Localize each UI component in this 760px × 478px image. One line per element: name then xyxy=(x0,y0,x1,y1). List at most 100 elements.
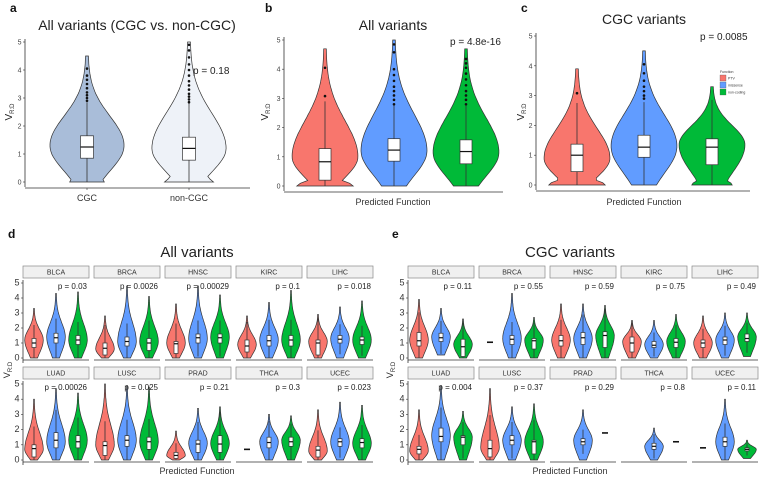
violin-non-coding-outlier xyxy=(464,57,468,61)
violin-missense-outlier xyxy=(392,79,396,83)
y-label-main: V xyxy=(385,372,395,378)
y-tick-label: 5 xyxy=(529,34,533,41)
violin-missense-outlier xyxy=(392,94,396,97)
facet-strip xyxy=(22,366,90,380)
violin-missense-outlier xyxy=(642,94,646,97)
y-tick-label: 2 xyxy=(399,323,404,333)
y-tick-label: 1 xyxy=(277,154,281,161)
violin-missense-outlier xyxy=(642,89,646,93)
y-tick-label: 2 xyxy=(277,125,281,132)
p-value-annotation: p = 0.0026 xyxy=(120,282,159,291)
violin-missense-box xyxy=(438,427,444,443)
p-value-annotation: p = 0.0085 xyxy=(700,32,748,43)
y-axis-label: VR:D xyxy=(385,361,397,378)
facet-strip xyxy=(235,265,303,279)
facet-LUAD: LUAD 0 1 2 3 4 5 p = 0.004 xyxy=(399,366,475,465)
y-tick-label: 0 xyxy=(277,184,281,191)
violin-missense-box xyxy=(195,439,201,453)
facet-strip-label: LUSC xyxy=(503,371,522,378)
facet-strip-label: KIRC xyxy=(261,270,278,277)
violin-missense-box xyxy=(580,332,586,345)
violin-PTV-box xyxy=(102,441,108,456)
violin-missense-box xyxy=(637,134,651,158)
y-label-main: V xyxy=(516,114,527,121)
y-tick-label: 1 xyxy=(399,338,404,348)
violin-non-CGC-outlier xyxy=(187,100,191,104)
facet-strip-label: BRCA xyxy=(117,270,137,277)
violin-non-CGC-outlier xyxy=(187,63,191,66)
legend-swatch-non-coding xyxy=(719,88,727,96)
p-value-annotation: p = 0.03 xyxy=(58,282,88,291)
facet-strip-label: LUSC xyxy=(118,371,137,378)
facet-strip xyxy=(478,366,546,380)
violin-non-coding-outlier xyxy=(464,66,468,70)
y-tick-label: 2 xyxy=(399,424,404,434)
violin-non-coding-outlier xyxy=(464,98,468,102)
violin-CGC-outlier xyxy=(85,74,89,77)
facet-strip xyxy=(22,265,90,279)
y-tick-label: 4 xyxy=(14,293,19,303)
y-label-main: V xyxy=(2,372,12,378)
y-tick-label: 5 xyxy=(14,379,19,389)
violin-non-CGC-outlier xyxy=(187,98,191,101)
y-tick-label: 5 xyxy=(399,278,404,288)
panel-b: b All variants 0 1 2 3 4 5 VR:D p = 4.8e-16 Predic… xyxy=(260,1,503,207)
y-tick-label: 2 xyxy=(529,123,533,130)
violin-non-coding-box xyxy=(217,333,223,344)
y-tick-label: 1 xyxy=(14,338,19,348)
violin-PTV-outlier xyxy=(323,66,327,70)
violin-non-CGC-outlier xyxy=(187,74,191,77)
violin-CGC-outlier xyxy=(85,78,89,82)
facet-strip-label: BRCA xyxy=(502,270,522,277)
panel-title: CGC variants xyxy=(525,244,615,261)
y-axis-label: VR:D xyxy=(260,103,272,121)
y-tick-label: 2 xyxy=(14,323,19,333)
facet-BLCA: BLCA 0 1 2 3 4 5 p = 0.03 xyxy=(14,265,90,363)
violin-PTV-box xyxy=(700,339,706,348)
p-value-annotation: p = 0.49 xyxy=(727,282,757,291)
x-axis-label: Predicted Function xyxy=(355,197,430,207)
violin-CGC-outlier xyxy=(85,93,89,97)
p-value-annotation: p = 0.37 xyxy=(514,383,544,392)
facet-strip xyxy=(235,366,303,380)
panel-title: All variants (CGC vs. non-CGC) xyxy=(38,17,236,33)
violin-CGC-outlier xyxy=(85,86,89,90)
p-value-annotation: p = 0.75 xyxy=(656,282,686,291)
facet-PRAD: PRAD p = 0.21 xyxy=(164,366,232,463)
p-value-annotation: p = 0.11 xyxy=(727,383,756,392)
violin-missense-box xyxy=(722,336,728,345)
facet-strip xyxy=(691,366,759,380)
facet-HNSC: HNSC p = 0.00029 xyxy=(164,265,232,361)
facet-strip-label: HNSC xyxy=(188,270,208,277)
y-tick-label: 2 xyxy=(14,424,19,434)
violin-CGC-outlier xyxy=(85,82,89,86)
legend-title: Function xyxy=(720,70,733,74)
y-label-sub: R:D xyxy=(266,103,272,114)
violin-missense-box xyxy=(124,435,130,447)
violin-missense-outlier xyxy=(642,79,646,82)
y-axis-label: VR:D xyxy=(4,103,16,121)
facet-BRCA: BRCA p = 0.55 xyxy=(478,265,546,361)
facet-strip-label: LUAD xyxy=(432,371,451,378)
facet-LUSC: LUSC p = 0.025 xyxy=(93,366,161,463)
p-value-annotation: p = 4.8e-16 xyxy=(450,37,501,48)
panel-c: c CGC variants 0 1 2 3 4 5 VR:D p = 0.0085 Predict… xyxy=(516,1,750,207)
y-label-sub: R:D xyxy=(522,103,528,114)
facet-strip xyxy=(306,265,374,279)
violin-PTV-box xyxy=(570,143,584,172)
y-label-sub: R:D xyxy=(10,103,16,114)
violin-CGC-outlier xyxy=(85,96,89,100)
violin-non-CGC-outlier xyxy=(187,79,191,83)
y-tick-label: 5 xyxy=(14,278,19,288)
p-value-annotation: p = 0.00029 xyxy=(187,282,230,291)
violin-missense-outlier xyxy=(392,85,396,89)
y-tick-label: 3 xyxy=(277,96,281,103)
y-tick-label: 0 xyxy=(529,183,533,190)
p-value-annotation: p = 0.55 xyxy=(514,282,544,291)
facet-UCEC: UCEC p = 0.11 xyxy=(691,366,759,463)
violin-CGC-outlier xyxy=(85,91,89,94)
violin-missense-outlier xyxy=(642,71,646,75)
y-tick-label: 0 xyxy=(399,353,404,363)
facet-strip-label: BLCA xyxy=(432,270,451,277)
p-value-annotation: p = 0.11 xyxy=(443,282,472,291)
